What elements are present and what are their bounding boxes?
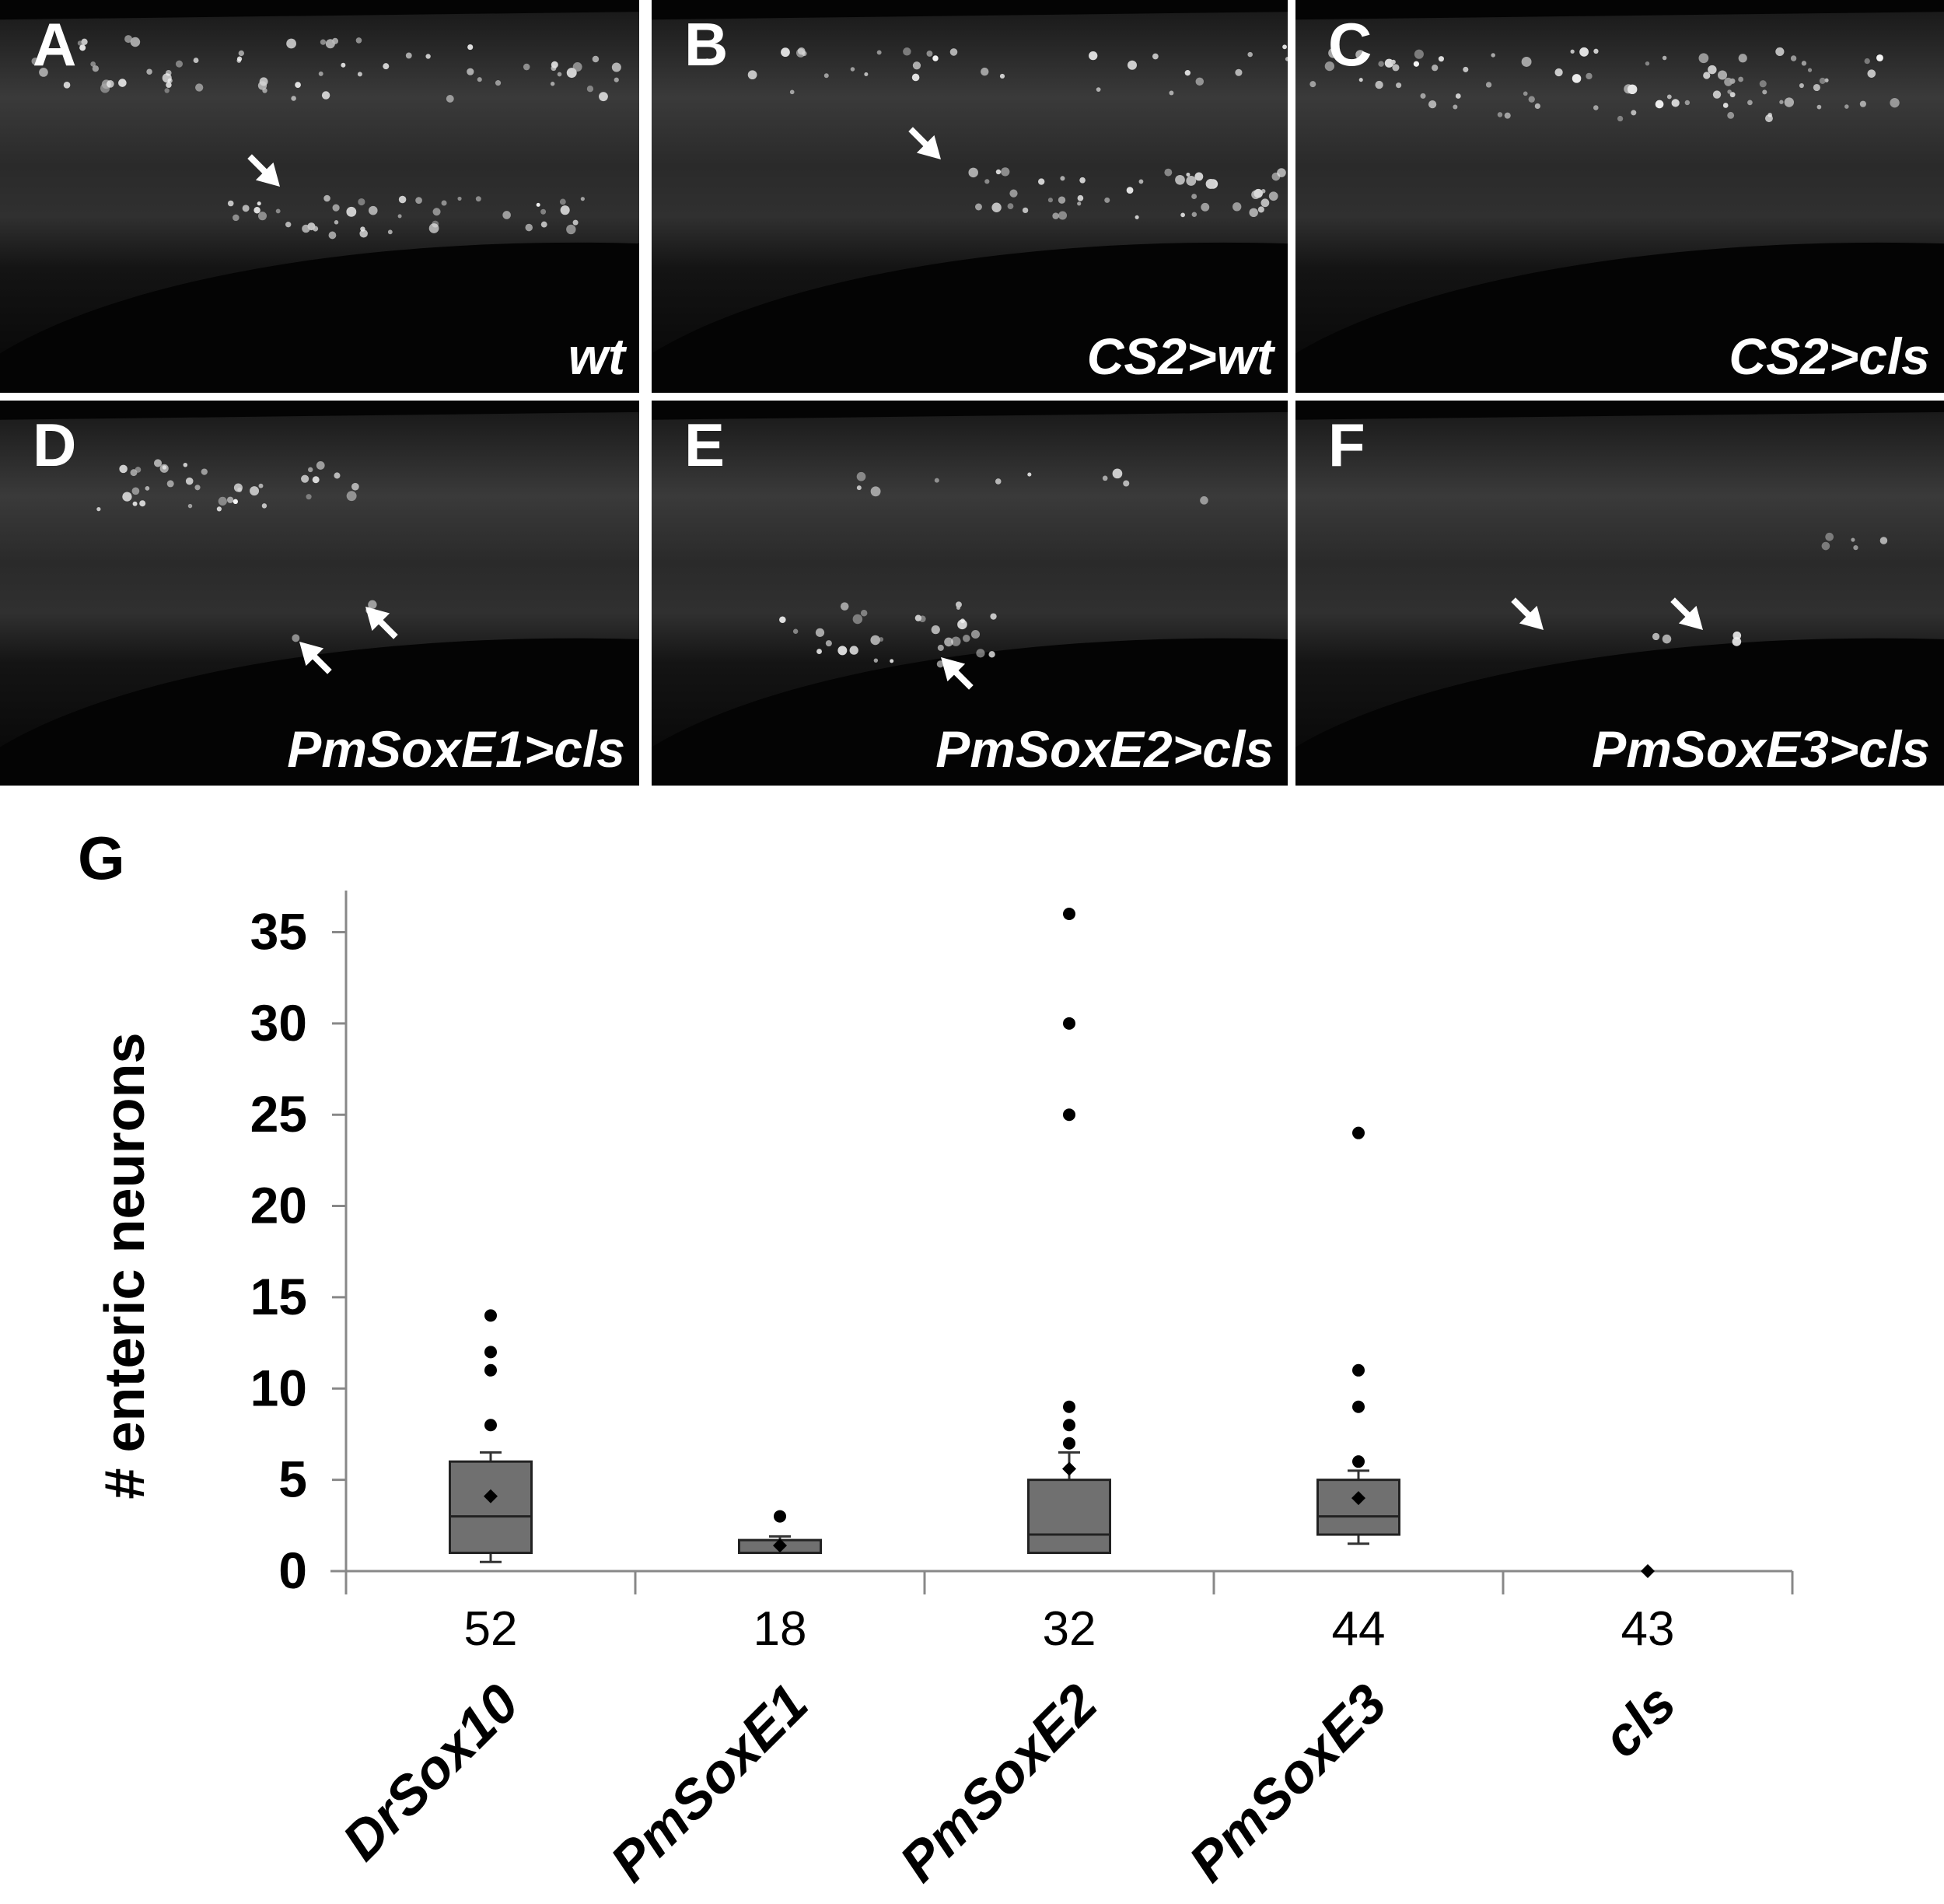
outlier-point <box>1063 1400 1075 1413</box>
box-iqr <box>1027 1479 1111 1555</box>
mean-marker <box>1351 1491 1365 1506</box>
micrograph-image <box>1295 12 1944 354</box>
box-iqr <box>449 1460 533 1555</box>
category-label: cls <box>1591 1672 1687 1769</box>
y-tick-label: 10 <box>250 1359 307 1416</box>
outlier-point <box>1063 1437 1075 1450</box>
panel-letter: A <box>33 10 77 79</box>
arrow-pointer-icon <box>908 127 941 159</box>
outlier-point <box>484 1419 497 1432</box>
outlier-point <box>774 1510 786 1523</box>
outlier-point <box>1063 908 1075 920</box>
outlier-point <box>1063 1017 1075 1030</box>
panel-letter: B <box>684 10 729 79</box>
panel-letter: C <box>1328 10 1372 79</box>
micrograph-image <box>0 411 639 747</box>
micrograph-panel-f: F PmSoxE3>cls <box>1295 401 1944 786</box>
panel-letter: F <box>1328 411 1365 479</box>
sample-size-label: 43 <box>1621 1602 1675 1656</box>
arrow-pointer-icon <box>247 154 280 187</box>
arrow-pointer-icon <box>1670 597 1703 630</box>
outlier-point <box>1352 1126 1365 1139</box>
genotype-label: CS2>wt <box>1086 327 1274 385</box>
y-axis-label: # enteric neurons <box>94 1032 156 1499</box>
arrow-pointer-icon <box>299 642 332 674</box>
category-label: PmSoxE1 <box>599 1672 820 1893</box>
sample-size-label: 52 <box>464 1602 518 1656</box>
micrograph-image <box>652 12 1288 354</box>
sample-size-label: 44 <box>1332 1602 1386 1656</box>
outlier-point <box>1063 1419 1075 1432</box>
y-tick-label: 0 <box>278 1542 307 1599</box>
micrograph-panel-d: D PmSoxE1>cls <box>0 401 639 786</box>
sample-size-label: 32 <box>1043 1602 1096 1656</box>
outlier-point <box>484 1309 497 1322</box>
y-tick-label: 15 <box>250 1268 307 1325</box>
genotype-label: PmSoxE1>cls <box>287 720 625 778</box>
genotype-label: PmSoxE3>cls <box>1592 720 1930 778</box>
panel-letter: G <box>78 824 125 892</box>
micrograph-panel-c: C CS2>cls <box>1295 0 1944 393</box>
micrograph-image <box>1295 411 1944 747</box>
y-tick-label: 35 <box>250 902 307 960</box>
arrow-pointer-icon <box>1511 597 1544 630</box>
arrow-pointer-icon <box>365 607 398 639</box>
micrograph-image <box>0 12 639 354</box>
outlier-point <box>1352 1400 1365 1413</box>
panel-letter: D <box>33 411 77 479</box>
box-plot-chart: G # enteric neurons 0 5 10 15 20 25 30 35 52 DrSox1… <box>78 824 1794 1893</box>
genotype-label: PmSoxE2>cls <box>935 720 1274 778</box>
category-label: PmSoxE2 <box>888 1672 1109 1893</box>
mean-marker <box>1641 1564 1655 1578</box>
micrograph-panel-e: E PmSoxE2>cls <box>652 401 1288 786</box>
outlier-point <box>484 1346 497 1359</box>
y-tick-label: 5 <box>278 1451 307 1508</box>
y-tick-label: 30 <box>250 994 307 1052</box>
mean-marker <box>484 1489 498 1503</box>
box-iqr <box>1316 1479 1400 1536</box>
mean-marker <box>1062 1461 1076 1476</box>
arrow-pointer-icon <box>941 657 974 690</box>
category-label: PmSoxE3 <box>1177 1672 1398 1893</box>
mean-marker <box>773 1538 787 1553</box>
genotype-label: wt <box>568 327 625 385</box>
genotype-label: CS2>cls <box>1729 327 1930 385</box>
y-tick-label: 25 <box>250 1085 307 1143</box>
outlier-point <box>1352 1455 1365 1468</box>
micrograph-image <box>652 411 1288 747</box>
category-label: DrSox10 <box>331 1672 530 1871</box>
panel-letter: E <box>684 411 726 479</box>
outlier-point <box>484 1363 497 1377</box>
sample-size-label: 18 <box>753 1602 807 1656</box>
outlier-point <box>1352 1363 1365 1377</box>
micrograph-panel-b: B CS2>wt <box>652 0 1288 393</box>
y-tick-label: 20 <box>250 1177 307 1234</box>
outlier-point <box>1063 1108 1075 1122</box>
